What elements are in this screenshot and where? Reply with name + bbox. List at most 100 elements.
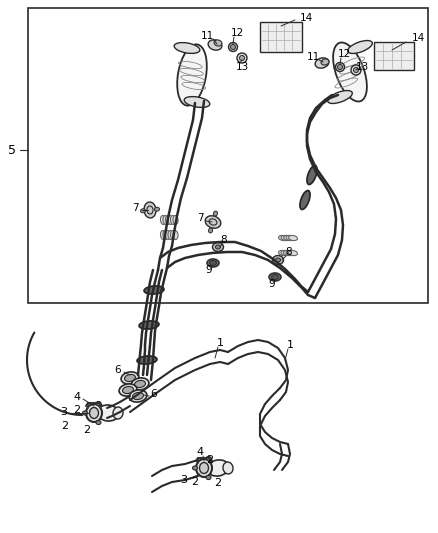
Ellipse shape (207, 259, 219, 267)
Ellipse shape (269, 273, 281, 281)
Ellipse shape (205, 216, 221, 228)
Ellipse shape (315, 58, 329, 68)
Ellipse shape (160, 215, 166, 224)
Text: 2: 2 (74, 405, 81, 415)
Text: 3: 3 (180, 475, 187, 485)
Ellipse shape (160, 230, 166, 239)
Ellipse shape (289, 236, 297, 240)
Ellipse shape (289, 251, 297, 256)
Text: 5: 5 (8, 143, 16, 157)
Ellipse shape (272, 274, 279, 279)
Ellipse shape (307, 166, 317, 184)
Ellipse shape (279, 251, 287, 256)
Ellipse shape (173, 215, 178, 224)
Ellipse shape (123, 386, 134, 393)
Text: 8: 8 (286, 247, 292, 257)
Ellipse shape (300, 190, 310, 209)
Text: 12: 12 (337, 49, 351, 59)
Ellipse shape (139, 321, 159, 329)
Text: 9: 9 (268, 279, 276, 289)
Text: 2: 2 (215, 478, 222, 488)
Text: 6: 6 (115, 365, 121, 375)
Ellipse shape (168, 215, 173, 224)
Ellipse shape (129, 390, 147, 402)
Ellipse shape (206, 475, 211, 480)
Ellipse shape (163, 215, 168, 224)
Bar (260, 22, 302, 52)
Ellipse shape (137, 356, 157, 364)
Ellipse shape (144, 286, 164, 294)
Ellipse shape (212, 243, 223, 252)
Ellipse shape (351, 65, 361, 75)
Ellipse shape (155, 207, 159, 211)
Ellipse shape (192, 466, 198, 470)
Ellipse shape (97, 405, 119, 421)
Ellipse shape (276, 258, 280, 262)
Ellipse shape (208, 40, 222, 50)
Text: 2: 2 (206, 455, 214, 465)
Text: 11: 11 (200, 31, 214, 41)
Ellipse shape (348, 41, 372, 53)
Text: 4: 4 (74, 392, 81, 402)
Ellipse shape (281, 251, 290, 256)
Ellipse shape (199, 463, 208, 473)
Ellipse shape (207, 460, 229, 476)
Ellipse shape (170, 230, 176, 239)
Ellipse shape (286, 236, 295, 240)
Text: 4: 4 (196, 447, 204, 457)
Text: 13: 13 (235, 62, 249, 72)
Text: 14: 14 (300, 13, 313, 23)
Ellipse shape (121, 372, 139, 384)
Ellipse shape (229, 43, 237, 52)
Ellipse shape (134, 381, 145, 387)
Ellipse shape (353, 68, 358, 72)
Ellipse shape (133, 392, 144, 400)
Ellipse shape (208, 228, 213, 233)
Text: 7: 7 (197, 213, 203, 223)
Ellipse shape (279, 236, 287, 240)
Text: 9: 9 (206, 265, 212, 275)
Ellipse shape (196, 459, 212, 477)
Text: 13: 13 (355, 62, 369, 72)
Ellipse shape (281, 236, 290, 240)
Ellipse shape (209, 261, 216, 265)
Text: 8: 8 (221, 235, 227, 245)
Ellipse shape (131, 378, 149, 390)
Ellipse shape (124, 374, 135, 382)
Text: 7: 7 (132, 203, 138, 213)
Text: 11: 11 (306, 52, 320, 62)
Ellipse shape (82, 411, 88, 415)
Ellipse shape (96, 401, 101, 406)
Ellipse shape (141, 209, 145, 213)
Ellipse shape (338, 64, 343, 69)
Ellipse shape (170, 215, 176, 224)
Ellipse shape (283, 251, 293, 256)
Text: 2: 2 (61, 421, 69, 431)
Ellipse shape (272, 255, 283, 264)
Ellipse shape (163, 230, 168, 239)
Ellipse shape (283, 236, 293, 240)
Ellipse shape (328, 91, 352, 103)
Ellipse shape (173, 230, 178, 239)
Ellipse shape (336, 62, 345, 71)
Ellipse shape (206, 456, 211, 461)
Text: 1: 1 (216, 338, 223, 348)
Bar (374, 42, 414, 70)
Ellipse shape (321, 59, 329, 65)
Text: 1: 1 (286, 340, 293, 350)
Ellipse shape (214, 40, 222, 46)
Ellipse shape (215, 245, 220, 249)
Ellipse shape (240, 55, 244, 61)
Ellipse shape (286, 251, 295, 256)
Ellipse shape (174, 43, 200, 53)
Ellipse shape (213, 211, 217, 216)
Text: 3: 3 (60, 407, 67, 417)
Text: 12: 12 (230, 28, 244, 38)
Ellipse shape (119, 384, 137, 396)
Text: 2: 2 (191, 477, 198, 487)
Bar (28, 8, 428, 303)
Text: 6: 6 (151, 389, 157, 399)
Ellipse shape (144, 202, 156, 218)
Text: 2: 2 (83, 425, 91, 435)
Ellipse shape (333, 43, 367, 101)
